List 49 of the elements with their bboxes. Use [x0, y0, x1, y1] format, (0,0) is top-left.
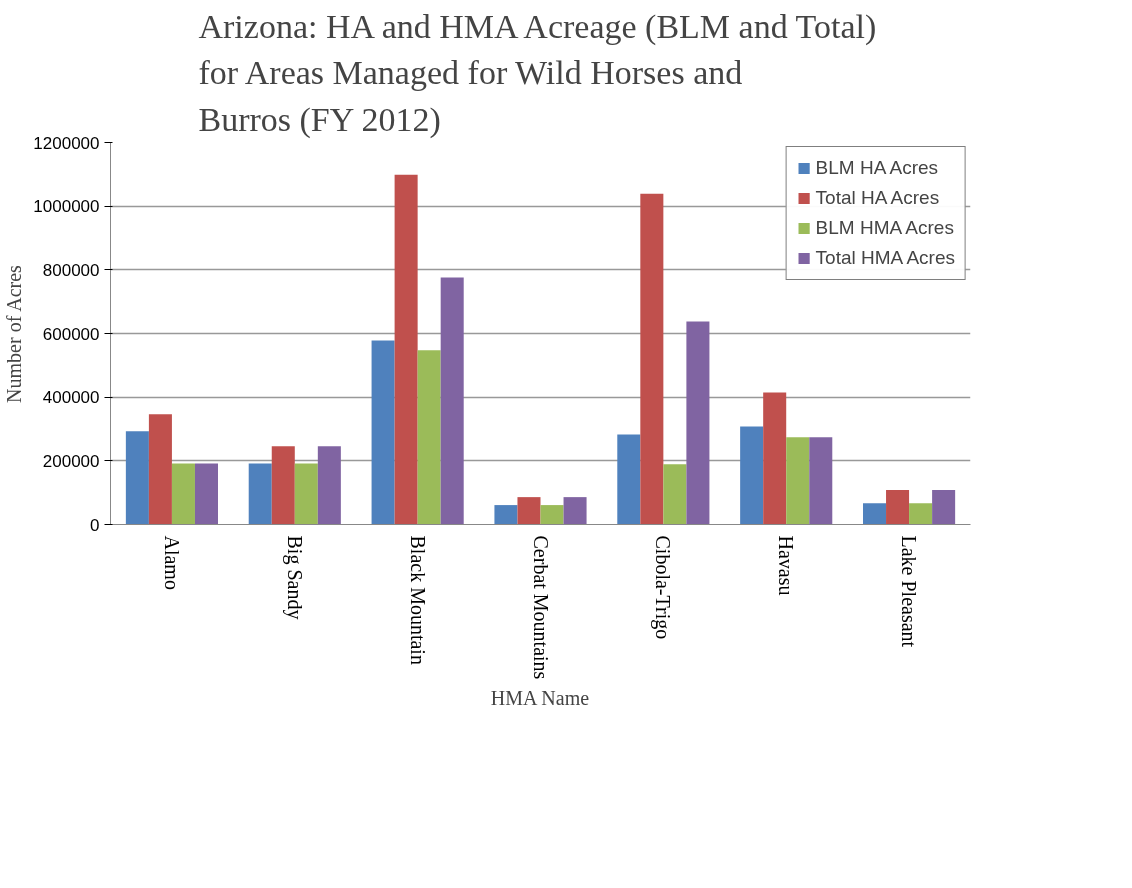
bar: [371, 340, 395, 525]
x-tick-label: Cibola-Trigo: [651, 535, 675, 640]
x-tick-label: Lake Pleasant: [898, 535, 921, 648]
bar: [786, 437, 810, 525]
bar: [640, 193, 664, 525]
legend-label: BLM HA Acres: [815, 157, 939, 179]
legend-label: Total HMA Acres: [815, 247, 955, 269]
bar: [440, 277, 464, 525]
chart-title: Arizona: HA and HMA Acreage (BLM and Total) for Areas Managed for Wild Horses and Burros (FY 2012): [198, 8, 877, 139]
x-tick-label: Big Sandy: [282, 535, 306, 620]
bar: [317, 446, 341, 525]
bar: [248, 463, 272, 525]
x-tick-label: Black Mountain: [406, 535, 429, 665]
bar: [740, 426, 764, 525]
y-axis-title: Number of Acres: [3, 264, 26, 403]
x-tick-label: Cerbat Mountains: [529, 535, 552, 680]
bar: [540, 505, 564, 525]
y-tick-label: 600000: [42, 324, 100, 344]
bar: [909, 503, 933, 525]
bar: [394, 174, 418, 525]
bar: [194, 463, 218, 525]
bar: [686, 321, 710, 525]
bar: [271, 446, 295, 525]
x-tick-label: Havasu: [775, 535, 798, 596]
bar: [517, 497, 541, 525]
bar: [863, 503, 887, 525]
bar: [563, 497, 587, 525]
y-tick-label: 400000: [42, 388, 100, 408]
bar: [886, 490, 910, 525]
bar: [809, 437, 833, 525]
bar: [494, 505, 518, 525]
x-axis-title: HMA Name: [490, 687, 590, 710]
bar: [125, 431, 149, 525]
bar: [171, 463, 195, 525]
bar: [763, 392, 787, 525]
bar: [663, 464, 687, 525]
bar: [932, 490, 956, 525]
y-tick-label: 0: [90, 515, 100, 535]
bar: [617, 434, 641, 525]
legend-label: BLM HMA Acres: [815, 217, 954, 239]
bar: [294, 463, 318, 525]
y-tick-label: 1200000: [33, 133, 100, 153]
y-tick-label: 200000: [42, 451, 100, 471]
y-tick-label: 1000000: [33, 197, 100, 217]
legend-label: Total HA Acres: [815, 187, 940, 209]
bar: [417, 350, 441, 525]
y-tick-label: 800000: [42, 260, 100, 280]
bar: [148, 414, 172, 525]
x-tick-label: Alamo: [160, 535, 183, 590]
